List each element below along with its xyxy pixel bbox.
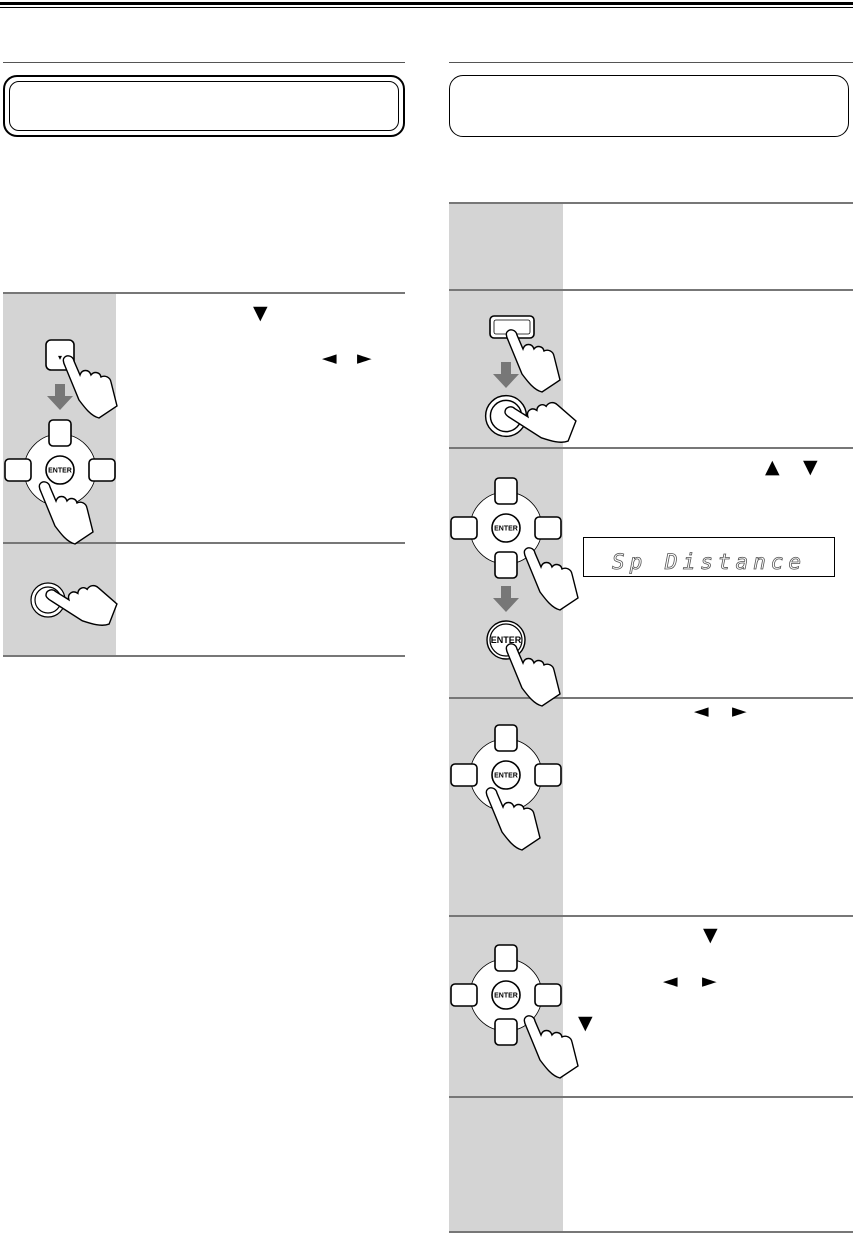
right-step-end-rule — [449, 1231, 853, 1233]
setup-button-icon — [489, 315, 535, 339]
left-step-2-illustration — [30, 562, 125, 646]
right-arrow-icon: ► — [732, 700, 747, 722]
right-arrow-icon: ► — [702, 970, 717, 992]
hand-icon — [43, 562, 125, 646]
down-arrow-icon: ▼ — [803, 456, 818, 478]
down-arrow-indicator-icon — [493, 362, 519, 388]
hand-icon — [505, 329, 561, 393]
right-step-2-illustration — [484, 315, 584, 463]
dpad-icon — [450, 944, 562, 1046]
display-text: Sp Distance — [612, 550, 807, 575]
hand-icon — [523, 1015, 579, 1079]
dpad-icon — [4, 419, 116, 507]
down-arrow-indicator-icon — [493, 586, 519, 612]
right-step-3-rule — [449, 447, 853, 449]
left-step-1-illustration: ▾ — [4, 339, 118, 545]
left-section-title-box-inner — [9, 81, 399, 131]
left-section-title-box — [3, 75, 405, 137]
left-section-rule — [3, 62, 405, 63]
right-arrow-icon: ► — [357, 347, 372, 369]
down-arrow-icon: ▼ — [703, 924, 718, 946]
down-arrow-indicator-icon — [47, 384, 73, 410]
hand-icon — [62, 355, 118, 419]
display-readout: Sp Distance — [583, 537, 835, 577]
right-step-4-illustration — [450, 724, 562, 851]
down-arrow-icon: ▼ — [253, 302, 268, 324]
right-step-5-illustration — [450, 944, 579, 1079]
svg-text:▾: ▾ — [58, 353, 62, 362]
left-arrow-icon: ◄ — [694, 700, 709, 722]
dpad-icon — [450, 724, 562, 812]
header-rule — [0, 2, 853, 5]
right-section-rule — [449, 62, 853, 63]
header-rule-thin — [0, 7, 853, 8]
left-step-end-rule — [3, 655, 405, 657]
right-step-3-illustration: ENTER — [450, 477, 579, 707]
right-step-6-rule — [449, 1096, 853, 1098]
right-step-2-rule — [449, 289, 853, 291]
left-arrow-icon: ◄ — [663, 970, 678, 992]
left-step-1-rule — [3, 292, 405, 294]
right-section-title-box — [449, 75, 849, 137]
left-arrow-icon: ◄ — [322, 347, 337, 369]
right-step-4-rule — [449, 697, 853, 699]
right-step-5-rule — [449, 915, 853, 917]
down-arrow-icon: ▼ — [578, 1012, 593, 1034]
up-arrow-icon: ▲ — [765, 456, 780, 478]
svg-text:ENTER: ENTER — [491, 635, 522, 645]
right-step-1-rule — [449, 202, 853, 204]
hand-icon — [523, 547, 579, 611]
left-step-2-rule — [3, 542, 405, 544]
